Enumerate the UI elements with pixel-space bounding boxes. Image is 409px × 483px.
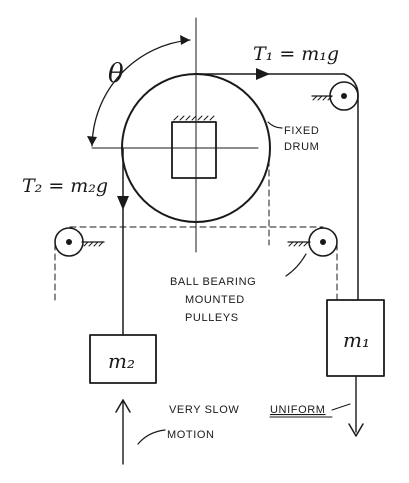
rope-wrap-right-pulley (343, 73, 359, 97)
ball-bearing-label: BALL BEARING (170, 276, 256, 288)
left-pulley-hatching (83, 241, 104, 247)
upward-arrow-m2 (115, 399, 131, 413)
right-middle-pulley-hatching (288, 241, 309, 247)
downward-arrow-m1 (348, 423, 364, 437)
theta-arrowhead-top (180, 35, 190, 45)
motion-label: MOTION (167, 429, 215, 441)
t2-label: T₂ = m₂g (22, 175, 108, 197)
motion-leader (137, 429, 166, 445)
hub-hatching (171, 115, 217, 123)
t1-label: T₁ = m₁g (253, 43, 339, 65)
mass-m2-block (89, 334, 157, 384)
m1-label: m₁ (343, 328, 370, 352)
right-pulley-hatching (312, 95, 333, 101)
theta-label: θ (108, 59, 124, 89)
drum-label: DRUM (284, 141, 319, 153)
m2-label: m₂ (108, 349, 135, 373)
pulleys-label: PULLEYS (185, 312, 239, 324)
uniform-arrow-line (331, 403, 351, 411)
theta-arrowhead-bottom (87, 136, 97, 146)
mounted-label: MOUNTED (185, 294, 245, 306)
uniform-label: UNIFORM (270, 404, 326, 416)
left-pulley-axle (66, 239, 72, 245)
fixed-drum-leader (267, 121, 283, 129)
fixed-label: FIXED (284, 125, 319, 137)
drum-hub (171, 121, 217, 179)
theta-angle-arc (91, 39, 191, 147)
very-slow-label: VERY SLOW (169, 404, 239, 416)
right-middle-pulley-axle (320, 239, 326, 245)
ball-bearing-leader (285, 253, 307, 277)
t1-arrowhead (256, 68, 270, 80)
right-upper-pulley-axle (341, 93, 347, 99)
